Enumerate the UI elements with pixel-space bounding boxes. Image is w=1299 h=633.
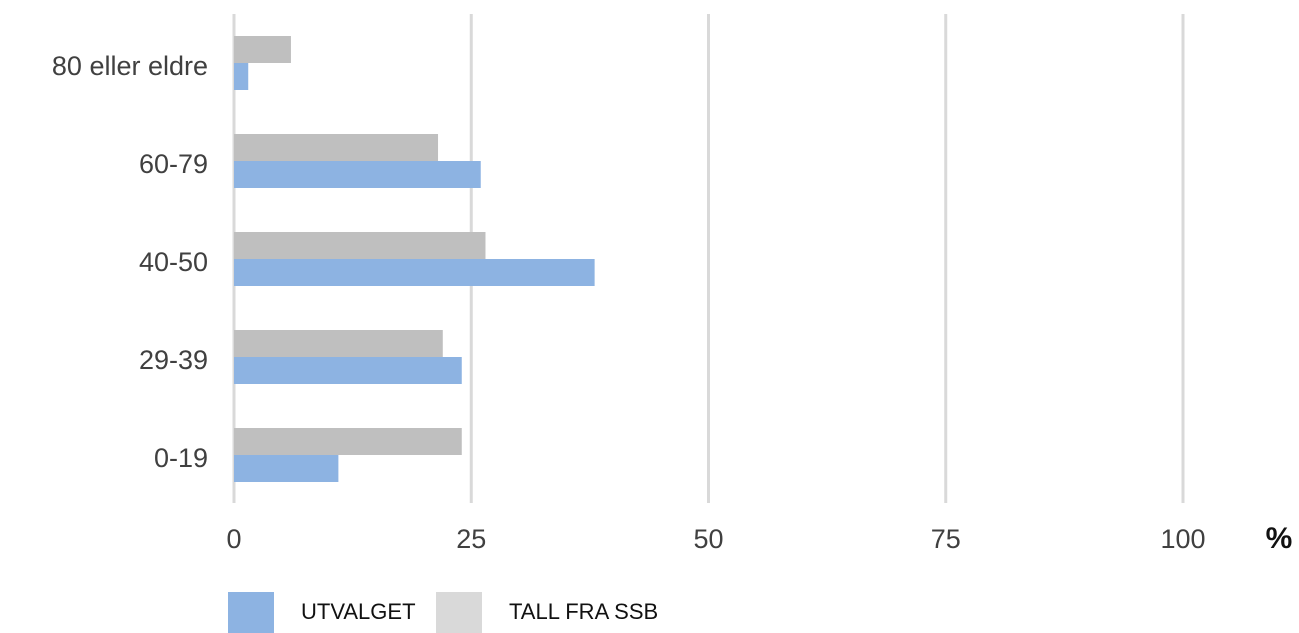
legend: UTVALGET TALL FRA SSB [228, 592, 658, 633]
bar-ssb [234, 36, 291, 63]
bar-ssb [234, 134, 439, 161]
x-unit-label: % [1266, 522, 1293, 555]
bars [234, 36, 595, 482]
category-label: 40-50 [139, 247, 208, 277]
legend-label: TALL FRA SSB [509, 599, 658, 624]
x-tick-label: 100 [1160, 524, 1205, 554]
category-label: 60-79 [139, 149, 208, 179]
legend-swatch [436, 592, 482, 633]
bar-ssb [234, 330, 443, 357]
bar-utvalget [234, 259, 595, 286]
x-tick-labels: 0 25 50 75 100 [226, 524, 1205, 554]
x-tick-label: 25 [456, 524, 486, 554]
bar-ssb [234, 232, 486, 259]
legend-swatch [228, 592, 274, 633]
category-label: 80 eller eldre [52, 51, 208, 81]
category-labels: 80 eller eldre 60-79 40-50 29-39 0-19 [52, 51, 208, 473]
category-label: 29-39 [139, 345, 208, 375]
x-tick-label: 50 [693, 524, 723, 554]
bar-utvalget [234, 161, 481, 188]
bar-utvalget [234, 63, 249, 90]
bar-utvalget [234, 357, 462, 384]
gridlines [232, 14, 1185, 503]
category-label: 0-19 [154, 443, 208, 473]
x-tick-label: 75 [931, 524, 961, 554]
legend-label: UTVALGET [301, 599, 416, 624]
bar-ssb [234, 428, 462, 455]
x-tick-label: 0 [226, 524, 241, 554]
bar-utvalget [234, 455, 339, 482]
